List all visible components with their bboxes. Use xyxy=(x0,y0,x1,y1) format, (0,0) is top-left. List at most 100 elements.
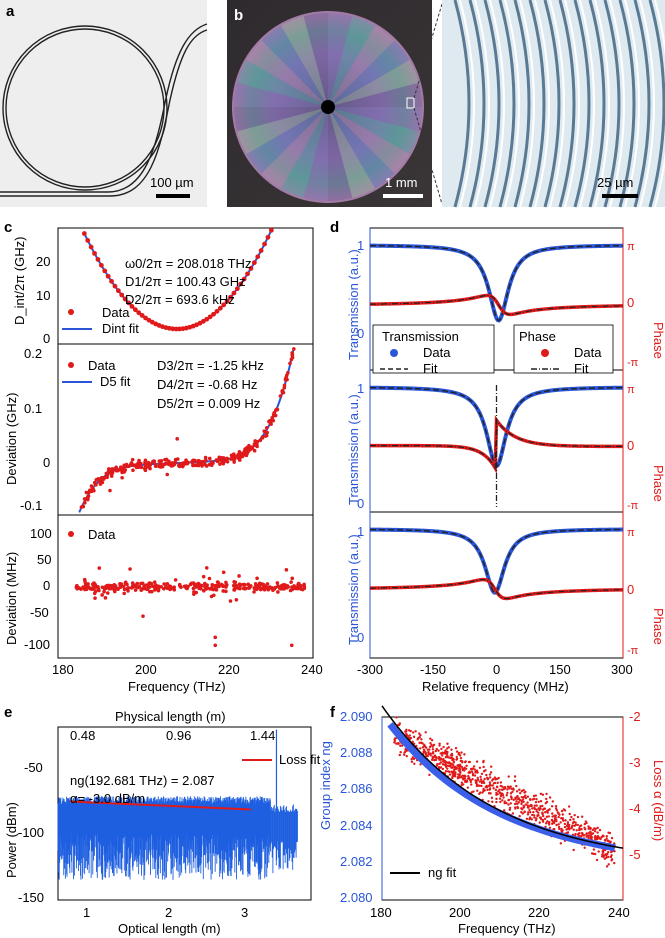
loss-point xyxy=(451,775,454,779)
deviation-point xyxy=(120,475,124,480)
dint-data-point xyxy=(204,316,210,322)
loss-point xyxy=(515,784,518,788)
deviation-point xyxy=(220,459,224,464)
c-eq-d4: D4/2π = -0.68 Hz xyxy=(157,377,257,392)
residual-point xyxy=(280,583,284,588)
loss-point xyxy=(429,752,432,755)
residual-point xyxy=(232,588,236,592)
e-ytick: -100 xyxy=(18,825,44,840)
loss-point xyxy=(524,794,527,797)
loss-point xyxy=(519,791,522,795)
d-rtick: -π xyxy=(627,357,639,369)
e-legend: Loss fit xyxy=(279,752,321,767)
loss-point xyxy=(541,812,544,815)
ring-stripe xyxy=(498,0,516,208)
ring-stripe xyxy=(468,0,486,208)
e-xtick: 1 xyxy=(83,905,90,920)
residual-point xyxy=(221,570,226,575)
loss-point xyxy=(506,788,509,791)
f-ylabel-right: Loss α (dB/m) xyxy=(651,760,665,841)
loss-point xyxy=(448,770,451,774)
loss-point xyxy=(551,815,554,818)
loss-point xyxy=(543,817,547,821)
f-ltick: 2.090 xyxy=(340,709,373,724)
loss-point xyxy=(509,802,512,805)
scale-bar-zoom xyxy=(602,194,638,198)
zoom-rings xyxy=(453,0,665,208)
loss-point xyxy=(546,809,549,813)
c-bot-ylabel: Deviation (MHz) xyxy=(4,552,19,645)
loss-point xyxy=(453,768,456,771)
loss-point xyxy=(505,801,508,805)
deviation-point xyxy=(139,465,144,470)
dint-data-point xyxy=(228,294,233,300)
ring-stripe-light xyxy=(489,0,505,208)
d-xtick: -300 xyxy=(357,662,383,677)
c-top-ytick: 0 xyxy=(43,331,50,346)
loss-point xyxy=(592,848,596,851)
loss-point xyxy=(446,754,449,757)
loss-point xyxy=(443,759,447,763)
deviation-point xyxy=(230,457,235,461)
residual-point xyxy=(219,582,224,587)
deviation-point xyxy=(204,464,209,468)
loss-point xyxy=(579,824,583,827)
residual-point xyxy=(208,587,212,591)
d-ltick: 0 xyxy=(357,630,364,645)
loss-point xyxy=(480,772,484,775)
loss-point xyxy=(605,837,608,840)
d-rtick: π xyxy=(627,527,635,539)
deviation-point xyxy=(264,426,269,430)
d-ylabel-left-1: Transmission (a.u.) xyxy=(346,249,361,360)
deviation-point xyxy=(288,361,292,366)
loss-point xyxy=(442,745,445,749)
loss-point xyxy=(476,789,479,792)
loss-point xyxy=(556,811,560,814)
d-legend-box-trans xyxy=(372,324,495,374)
dint-data-point xyxy=(109,278,114,284)
loss-point xyxy=(514,797,517,801)
residual-point xyxy=(102,589,106,594)
residual-point xyxy=(205,586,209,590)
deviation-point xyxy=(272,413,277,418)
loss-point xyxy=(486,778,490,781)
dint-data-point xyxy=(95,257,101,262)
residual-point xyxy=(92,585,97,590)
loss-point xyxy=(452,757,455,761)
residual-point xyxy=(201,574,206,579)
deviation-point xyxy=(284,373,289,378)
c-top-ytick: 10 xyxy=(36,288,50,303)
loss-point xyxy=(541,804,544,808)
residual-point xyxy=(272,587,277,591)
dint-data-point xyxy=(139,313,145,318)
deviation-point xyxy=(268,418,272,423)
c-top-ylabel: D_int/2π (GHz) xyxy=(12,237,27,325)
loss-point xyxy=(419,763,422,766)
loss-point xyxy=(584,820,588,823)
loss-point xyxy=(406,735,410,738)
ring-stripe-light xyxy=(579,0,595,208)
deviation-point xyxy=(268,422,273,426)
loss-point xyxy=(433,755,436,759)
loss-point xyxy=(451,766,454,769)
residual-point xyxy=(213,643,218,648)
d-ylabel-right-2: Phase xyxy=(651,465,665,502)
ring-stripe-light xyxy=(459,0,475,208)
loss-point xyxy=(522,805,526,808)
wafer-sector xyxy=(328,107,353,201)
loss-point xyxy=(482,765,485,769)
d-ltick: 1 xyxy=(357,238,364,253)
d-rtick: -π xyxy=(627,500,639,512)
f-plot xyxy=(381,705,624,868)
dint-data-point xyxy=(143,315,148,321)
residual-point xyxy=(221,589,226,593)
loss-point xyxy=(597,850,600,853)
loss-point xyxy=(521,808,524,811)
bus-waveguide-2 xyxy=(0,23,208,193)
loss-point xyxy=(527,811,530,814)
loss-point xyxy=(458,776,461,779)
residual-point xyxy=(82,585,87,590)
f-ltick: 2.088 xyxy=(340,745,373,760)
c-eq-d1: D1/2π = 100.43 GHz xyxy=(125,274,246,289)
loss-point xyxy=(542,807,546,810)
